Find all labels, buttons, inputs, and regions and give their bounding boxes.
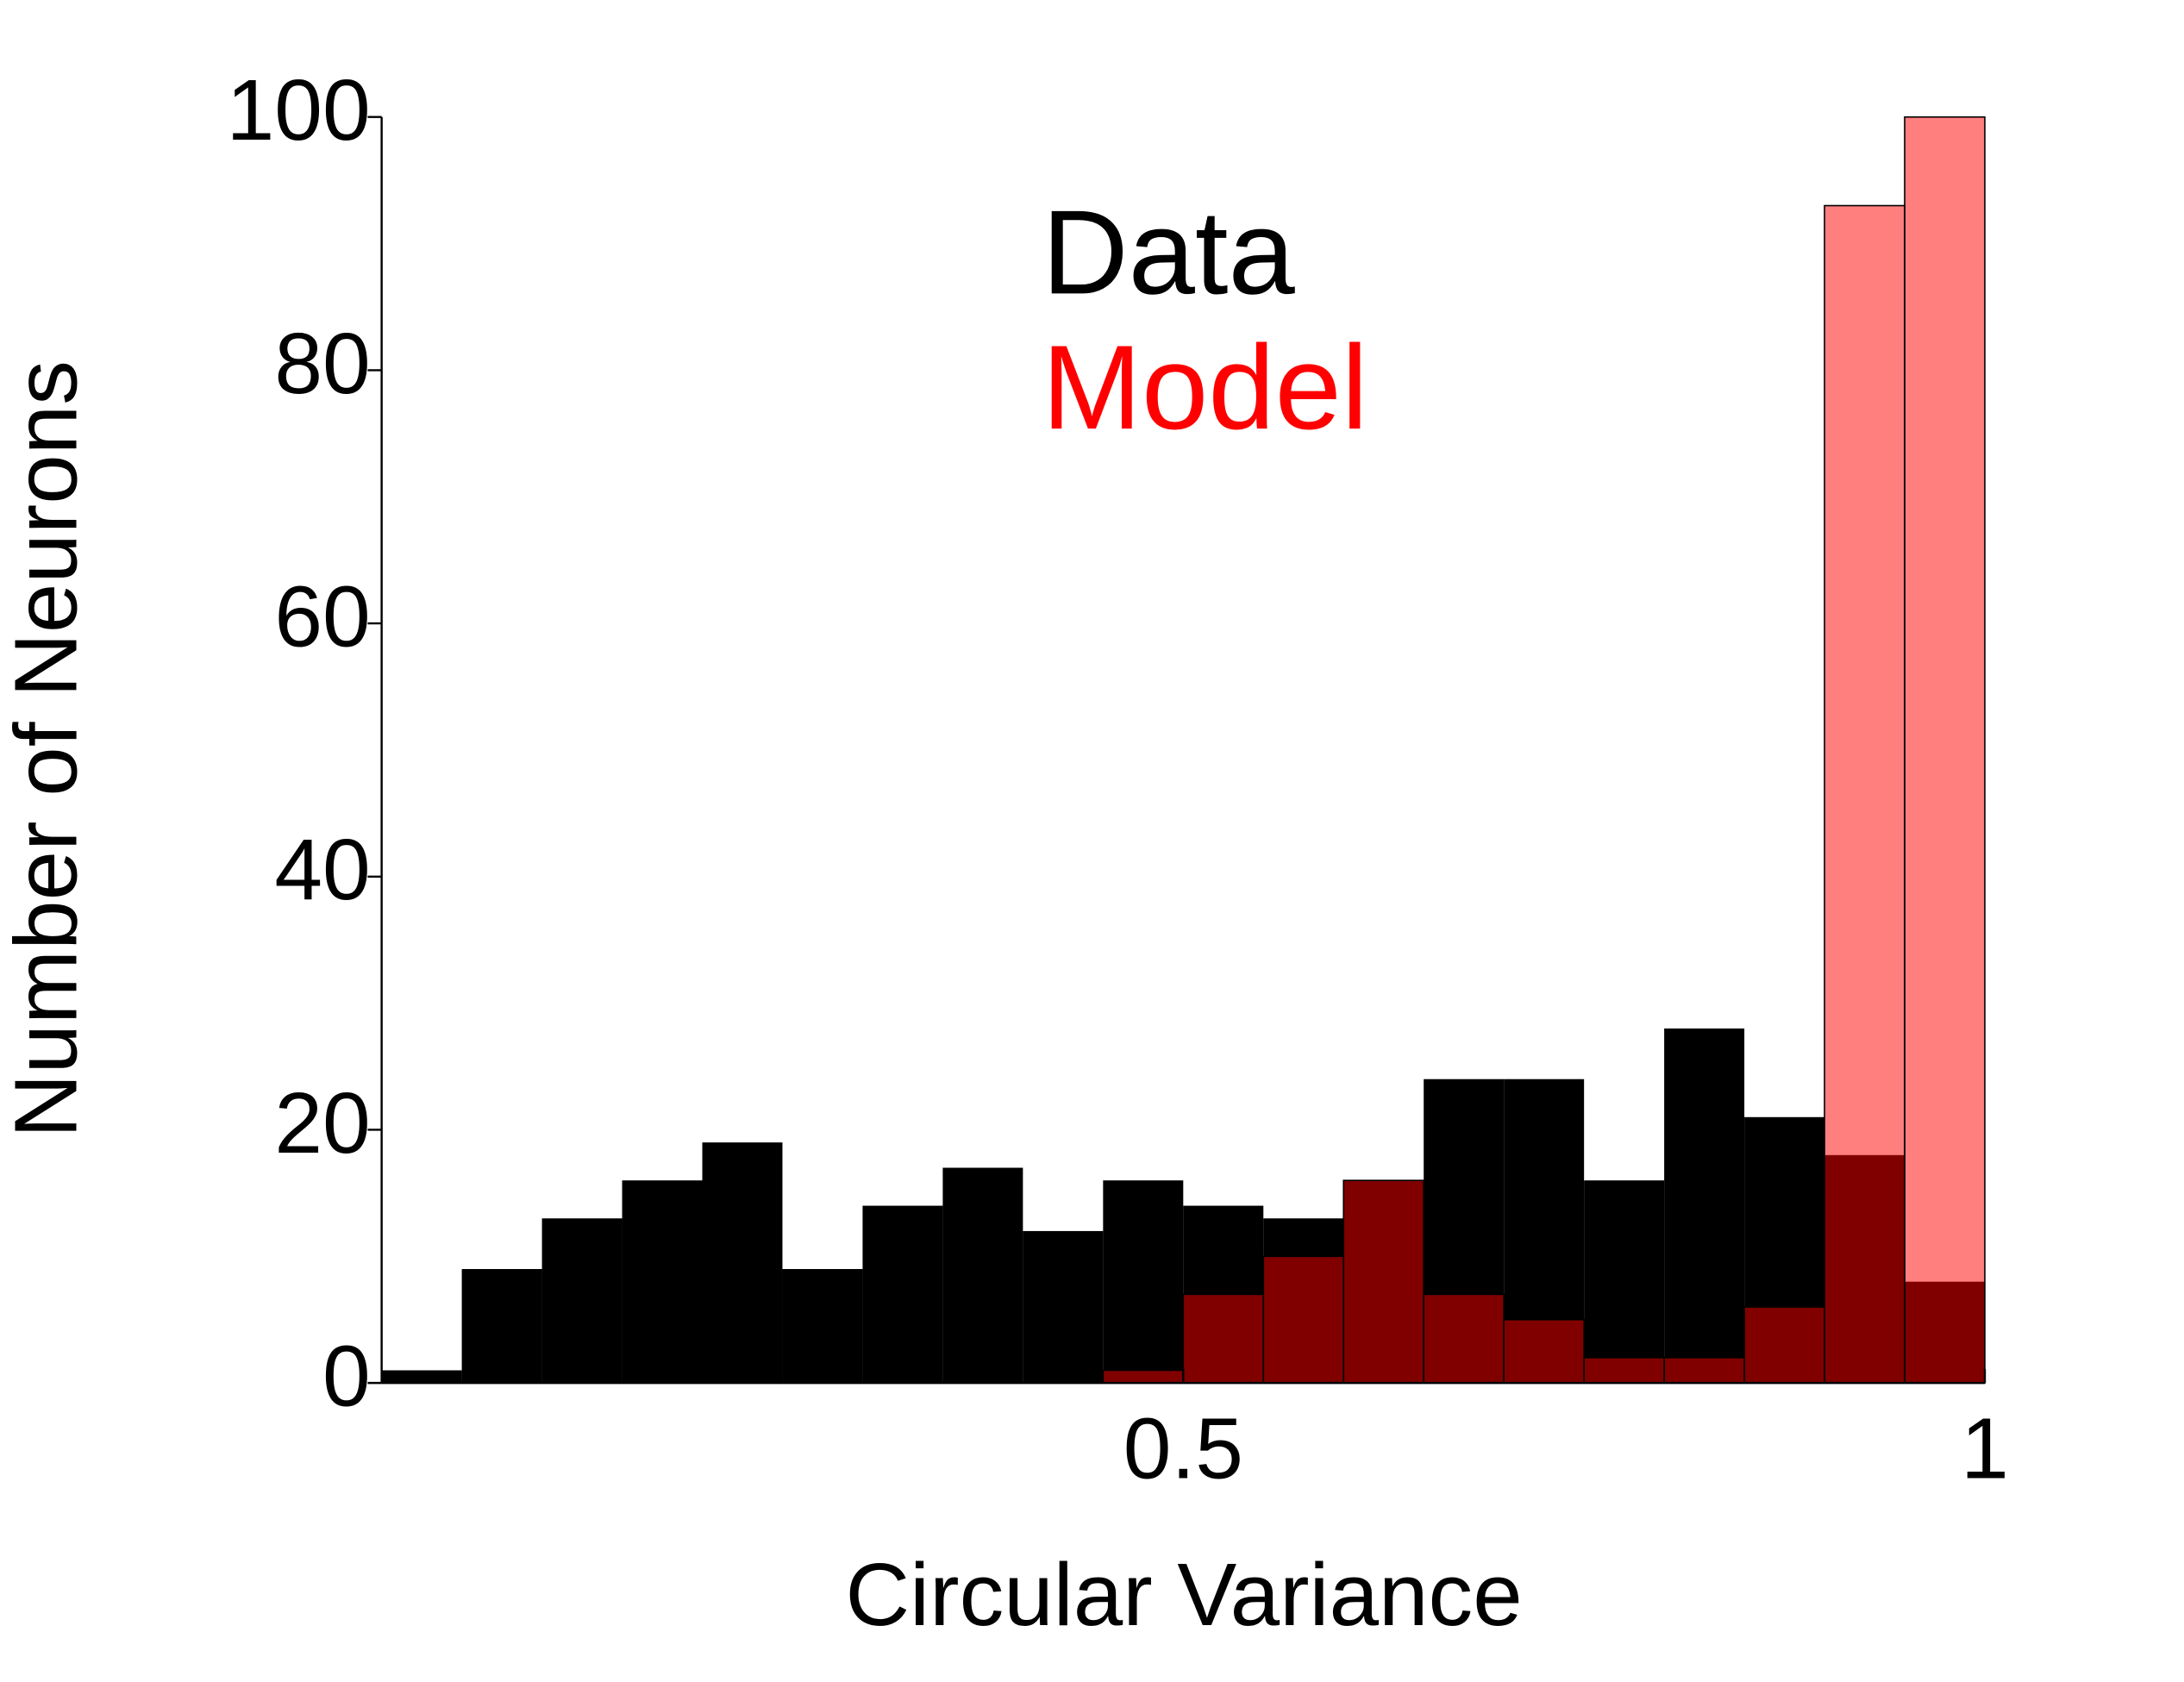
x-tick-label: 0.5 (1123, 1401, 1243, 1498)
bar (1263, 1256, 1344, 1384)
bar (1183, 1294, 1264, 1384)
x-tick-label: 1 (1961, 1401, 2009, 1498)
bar (1905, 116, 1985, 1384)
y-tick-label: 0 (322, 1329, 371, 1425)
y-tick-label: 20 (274, 1075, 370, 1172)
bar (381, 1370, 462, 1384)
y-tick-label: 100 (227, 62, 371, 159)
y-tick-label: 60 (274, 569, 370, 666)
bar (461, 1268, 542, 1384)
bar (1664, 1357, 1745, 1384)
y-tick-label: 80 (274, 316, 370, 412)
y-tick-label: 40 (274, 822, 370, 918)
bar (1744, 1307, 1825, 1384)
bar (1824, 205, 1906, 1384)
bar (1103, 1180, 1184, 1384)
bar (1584, 1357, 1665, 1384)
bar (1343, 1180, 1424, 1384)
bar (1584, 1180, 1665, 1384)
bar (1103, 1370, 1184, 1384)
bar (1424, 1294, 1505, 1384)
bar (782, 1268, 863, 1384)
bar (862, 1205, 943, 1384)
bar (702, 1142, 783, 1384)
legend-entry: Data (1042, 185, 1295, 319)
legend-entry: Model (1042, 321, 1367, 454)
bar (622, 1180, 703, 1384)
bar (1023, 1230, 1104, 1384)
bar (1664, 1028, 1745, 1384)
y-axis-label: Number of Neurons (0, 360, 96, 1138)
bar (541, 1218, 623, 1384)
bar (1504, 1319, 1585, 1384)
bar (942, 1167, 1023, 1384)
x-axis-label: Circular Variance (846, 1544, 1523, 1644)
